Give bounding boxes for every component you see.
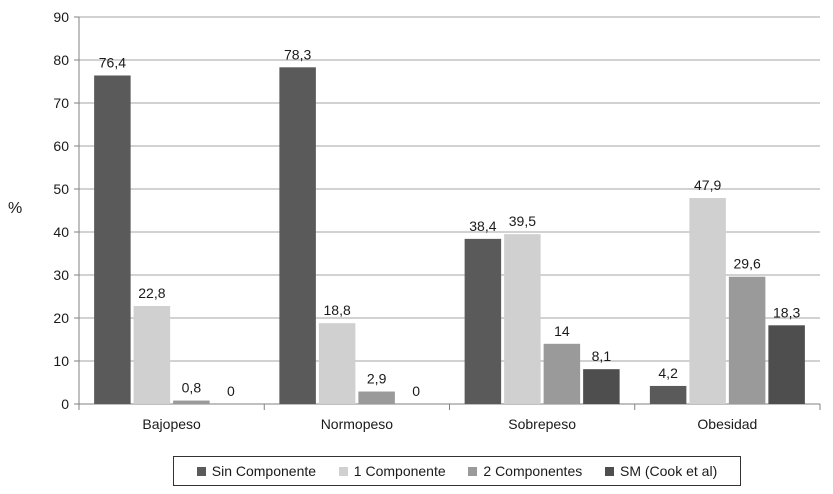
y-tick-label: 60 xyxy=(53,138,69,154)
data-labels: 76,4 22,8 0,8 0 78,3 18,8 2,9 0 38,4 39,5 14 8,1 4,2… xyxy=(99,46,801,399)
bar xyxy=(318,323,356,404)
data-label: 18,3 xyxy=(773,304,800,320)
legend-swatch xyxy=(338,466,348,476)
y-tick-label: 20 xyxy=(53,310,69,326)
bar xyxy=(768,325,805,404)
bar xyxy=(649,385,687,404)
x-tick-label: Obesidad xyxy=(697,416,757,432)
data-label: 0 xyxy=(412,383,420,399)
bar xyxy=(279,67,316,404)
x-tick-label: Bajopeso xyxy=(142,416,201,432)
legend-item-sm-cook: SM (Cook et al) xyxy=(604,463,718,479)
bar xyxy=(689,198,726,404)
y-tick-label: 0 xyxy=(61,396,69,412)
bar xyxy=(173,400,210,404)
legend-item-2-componentes: 2 Componentes xyxy=(468,463,582,479)
bar xyxy=(133,305,171,404)
legend-label: SM (Cook et al) xyxy=(619,463,718,479)
data-label: 0 xyxy=(227,383,235,399)
data-label: 39,5 xyxy=(509,213,536,229)
bar xyxy=(94,75,131,404)
y-axis-label: % xyxy=(8,200,23,217)
data-label: 47,9 xyxy=(694,177,721,193)
bar xyxy=(543,343,581,404)
bar xyxy=(358,391,395,404)
bar xyxy=(583,369,620,404)
y-tick-label: 70 xyxy=(53,95,69,111)
y-tick-label: 80 xyxy=(53,52,69,68)
legend-item-sin-componente: Sin Componente xyxy=(196,463,317,479)
data-label: 29,6 xyxy=(734,256,761,272)
data-label: 2,9 xyxy=(367,371,387,387)
x-tick-label: Normopeso xyxy=(321,416,394,432)
legend-swatch xyxy=(468,466,478,476)
legend-item-1-componente: 1 Componente xyxy=(338,463,446,479)
bar xyxy=(728,276,766,404)
bar xyxy=(464,238,502,404)
legend-label: 2 Componentes xyxy=(483,463,583,479)
data-label: 4,2 xyxy=(658,365,678,381)
data-label: 8,1 xyxy=(592,348,612,364)
legend-label: 1 Componente xyxy=(353,463,446,479)
x-axis-labels: Bajopeso Normopeso Sobrepeso Obesidad xyxy=(142,416,757,432)
data-label: 22,8 xyxy=(138,285,165,301)
x-axis xyxy=(78,17,821,410)
data-label: 14 xyxy=(554,323,570,339)
data-label: 78,3 xyxy=(284,46,311,62)
bars xyxy=(94,67,805,404)
y-tick-label: 90 xyxy=(53,9,69,25)
data-label: 18,8 xyxy=(324,302,351,318)
y-axis-ticks: 0 10 20 30 40 50 60 70 80 90 xyxy=(53,9,79,412)
y-tick-label: 30 xyxy=(53,267,69,283)
bar xyxy=(504,234,541,404)
legend-swatch xyxy=(196,466,206,476)
legend-label: Sin Componente xyxy=(211,463,317,479)
y-tick-label: 10 xyxy=(53,353,69,369)
data-label: 38,4 xyxy=(469,218,496,234)
data-label: 76,4 xyxy=(99,54,126,70)
data-label: 0,8 xyxy=(182,380,202,396)
legend: Sin Componente 1 Componente 2 Componente… xyxy=(173,456,741,486)
legend-swatch xyxy=(604,466,614,476)
gridlines xyxy=(79,16,820,405)
y-tick-label: 40 xyxy=(53,224,69,240)
x-tick-label: Sobrepeso xyxy=(508,416,576,432)
y-tick-label: 50 xyxy=(53,181,69,197)
